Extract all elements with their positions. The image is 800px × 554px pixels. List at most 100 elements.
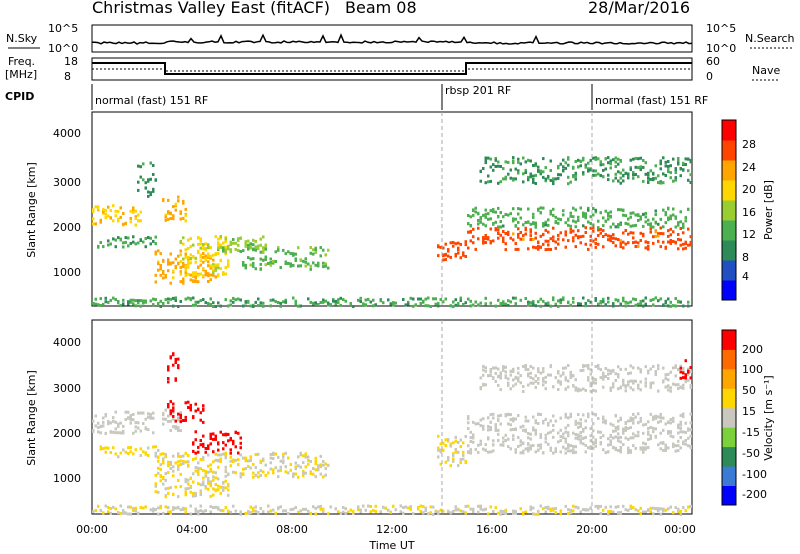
heatmap-cell <box>654 234 657 238</box>
heatmap-cell <box>247 300 250 304</box>
heatmap-cell <box>184 248 187 252</box>
heatmap-cell <box>102 210 105 214</box>
heatmap-cell <box>232 439 235 443</box>
heatmap-cell <box>562 436 565 440</box>
heatmap-cell <box>232 241 235 245</box>
heatmap-cell <box>587 376 590 380</box>
heatmap-cell <box>499 413 502 417</box>
heatmap-cell <box>277 301 280 304</box>
heatmap-cell <box>127 416 130 420</box>
heatmap-cell <box>432 297 435 301</box>
heatmap-cell <box>167 211 170 215</box>
heatmap-cell <box>182 216 185 220</box>
heatmap-cell <box>92 210 95 214</box>
heatmap-cell <box>179 429 182 433</box>
heatmap-cell <box>602 417 605 421</box>
heatmap-cell <box>517 171 520 175</box>
heatmap-cell <box>537 244 540 248</box>
heatmap-cell <box>222 246 225 250</box>
heatmap-cell <box>192 416 195 420</box>
heatmap-cell <box>527 442 530 446</box>
heatmap-cell <box>607 437 610 441</box>
heatmap-cell <box>467 214 470 217</box>
heatmap-cell <box>532 237 535 241</box>
heatmap-cell <box>97 205 100 209</box>
heatmap-cell <box>262 235 265 239</box>
heatmap-cell <box>659 507 662 511</box>
heatmap-cell <box>149 412 152 416</box>
heatmap-cell <box>577 435 580 439</box>
heatmap-cell <box>482 213 485 217</box>
heatmap-cell <box>359 296 362 300</box>
heatmap-cell <box>404 303 407 307</box>
heatmap-cell <box>614 414 617 417</box>
heatmap-cell <box>654 434 657 438</box>
heatmap-cell <box>169 419 172 423</box>
heatmap-cell <box>129 241 132 245</box>
heatmap-cell <box>619 446 622 449</box>
heatmap-cell <box>269 509 272 513</box>
heatmap-cell <box>549 248 552 251</box>
heatmap-cell <box>197 300 200 304</box>
heatmap-cell <box>532 215 535 219</box>
heatmap-cell <box>337 510 340 514</box>
heatmap-cell <box>542 299 545 303</box>
heatmap-cell <box>154 280 157 284</box>
heatmap-cell <box>437 455 440 459</box>
heatmap-cell <box>177 464 180 468</box>
heatmap-cell <box>659 167 662 171</box>
heatmap-cell <box>622 427 625 431</box>
heatmap-cell <box>622 240 625 244</box>
heatmap-cell <box>492 439 495 443</box>
heatmap-cell <box>509 176 512 180</box>
heatmap-cell <box>204 256 207 260</box>
heatmap-cell <box>154 490 157 494</box>
heatmap-cell <box>127 512 130 516</box>
heatmap-cell <box>514 417 517 421</box>
heatmap-cell <box>682 247 685 251</box>
heatmap-cell <box>219 491 222 495</box>
heatmap-cell <box>122 222 125 226</box>
heatmap-cell <box>144 186 147 190</box>
heatmap-cell <box>489 420 492 424</box>
heatmap-cell <box>664 508 667 512</box>
heatmap-cell <box>299 465 302 469</box>
heatmap-cell <box>584 242 587 246</box>
heatmap-cell <box>442 441 445 445</box>
heatmap-cell <box>199 259 202 263</box>
heatmap-cell <box>179 280 182 284</box>
heatmap-cell <box>667 378 670 382</box>
heatmap-cell <box>197 450 200 454</box>
heatmap-cell <box>604 303 607 307</box>
heatmap-cell <box>667 160 670 163</box>
nsky-frame <box>91 24 693 53</box>
heatmap-cell <box>567 163 570 167</box>
heatmap-cell <box>269 467 272 471</box>
heatmap-cell <box>514 296 517 300</box>
heatmap-cell <box>462 253 465 257</box>
heatmap-cell <box>164 478 167 482</box>
heatmap-cell <box>487 428 490 432</box>
heatmap-cell <box>634 240 637 244</box>
heatmap-cell <box>532 426 535 430</box>
heatmap-cell <box>629 419 632 423</box>
heatmap-cell <box>239 441 242 445</box>
heatmap-cell <box>424 297 427 301</box>
heatmap-cell <box>537 169 540 173</box>
heatmap-cell <box>532 428 535 432</box>
heatmap-cell <box>599 436 602 440</box>
heatmap-cell <box>129 418 132 422</box>
heatmap-cell <box>242 263 245 267</box>
heatmap-cell <box>294 257 297 261</box>
heatmap-cell <box>504 439 507 442</box>
heatmap-cell <box>572 448 575 452</box>
heatmap-cell <box>442 300 445 304</box>
heatmap-cell <box>179 217 182 221</box>
heatmap-cell <box>279 465 282 469</box>
heatmap-cell <box>252 257 255 261</box>
heatmap-cell <box>622 168 625 172</box>
heatmap-cell <box>569 444 572 448</box>
heatmap-cell <box>204 301 207 305</box>
heatmap-cell <box>677 161 680 165</box>
heatmap-cell <box>572 215 575 219</box>
